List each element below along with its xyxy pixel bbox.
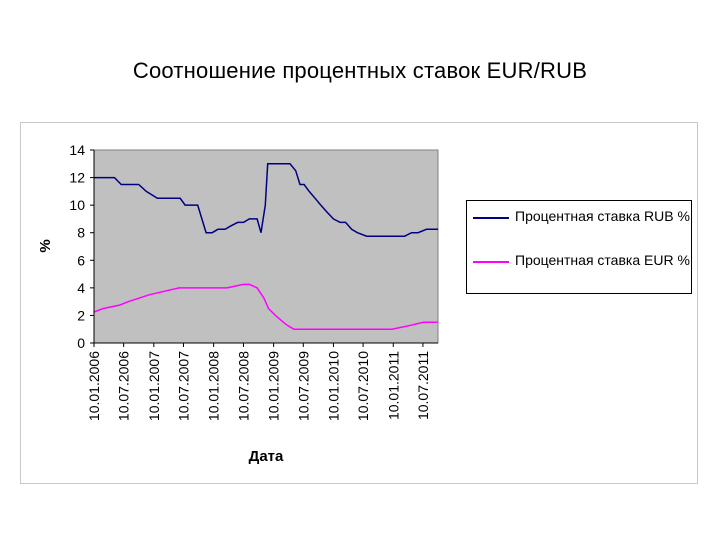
y-tick-label: 4 [77,280,85,296]
y-tick-label: 6 [77,252,85,268]
legend-swatch-rub [473,217,509,219]
y-tick-label: 2 [77,307,85,323]
series-lines [93,150,438,344]
x-axis-ticks: 10.01.2006 10.07.2006 10.01.2007 10.07.2007… [86,343,431,421]
legend-item-eur: Процентная ставка EUR % [473,251,690,291]
legend-label-eur: Процентная ставка EUR % [515,252,690,268]
y-tick-label: 10 [69,197,85,213]
series-line-0 [94,163,438,237]
y-tick-label: 14 [69,142,85,158]
x-tick-label: 10.07.2009 [295,351,311,421]
x-tick-label: 10.07.2006 [116,351,132,421]
x-tick-label: 10.01.2006 [86,351,102,421]
legend: Процентная ставка RUB % Процентная ставк… [466,200,692,294]
x-tick-label: 10.01.2010 [325,351,341,421]
x-tick-label: 10.07.2007 [175,351,191,421]
x-tick-label: 10.01.2011 [385,351,401,420]
series-line-1 [93,283,438,330]
y-axis-label: % [37,239,54,252]
x-tick-label: 10.07.2011 [415,351,431,420]
y-tick-label: 0 [77,335,85,351]
y-axis-ticks: 0 2 4 6 8 10 12 14 [69,142,94,351]
x-axis-label: Дата [249,448,284,465]
y-tick-label: 8 [77,225,85,241]
x-tick-label: 10.07.2008 [235,351,251,421]
x-tick-label: 10.07.2010 [355,351,371,421]
legend-label-rub: Процентная ставка RUB % [515,208,690,224]
legend-item-rub: Процентная ставка RUB % [473,207,690,247]
slide-title: Соотношение процентных ставок EUR/RUB [132,58,588,83]
y-tick-label: 12 [69,170,85,186]
x-tick-label: 10.01.2009 [266,351,282,421]
plot-area [93,149,439,344]
legend-swatch-eur [473,261,509,263]
x-tick-label: 10.01.2008 [206,351,222,421]
x-tick-label: 10.01.2007 [146,351,162,421]
